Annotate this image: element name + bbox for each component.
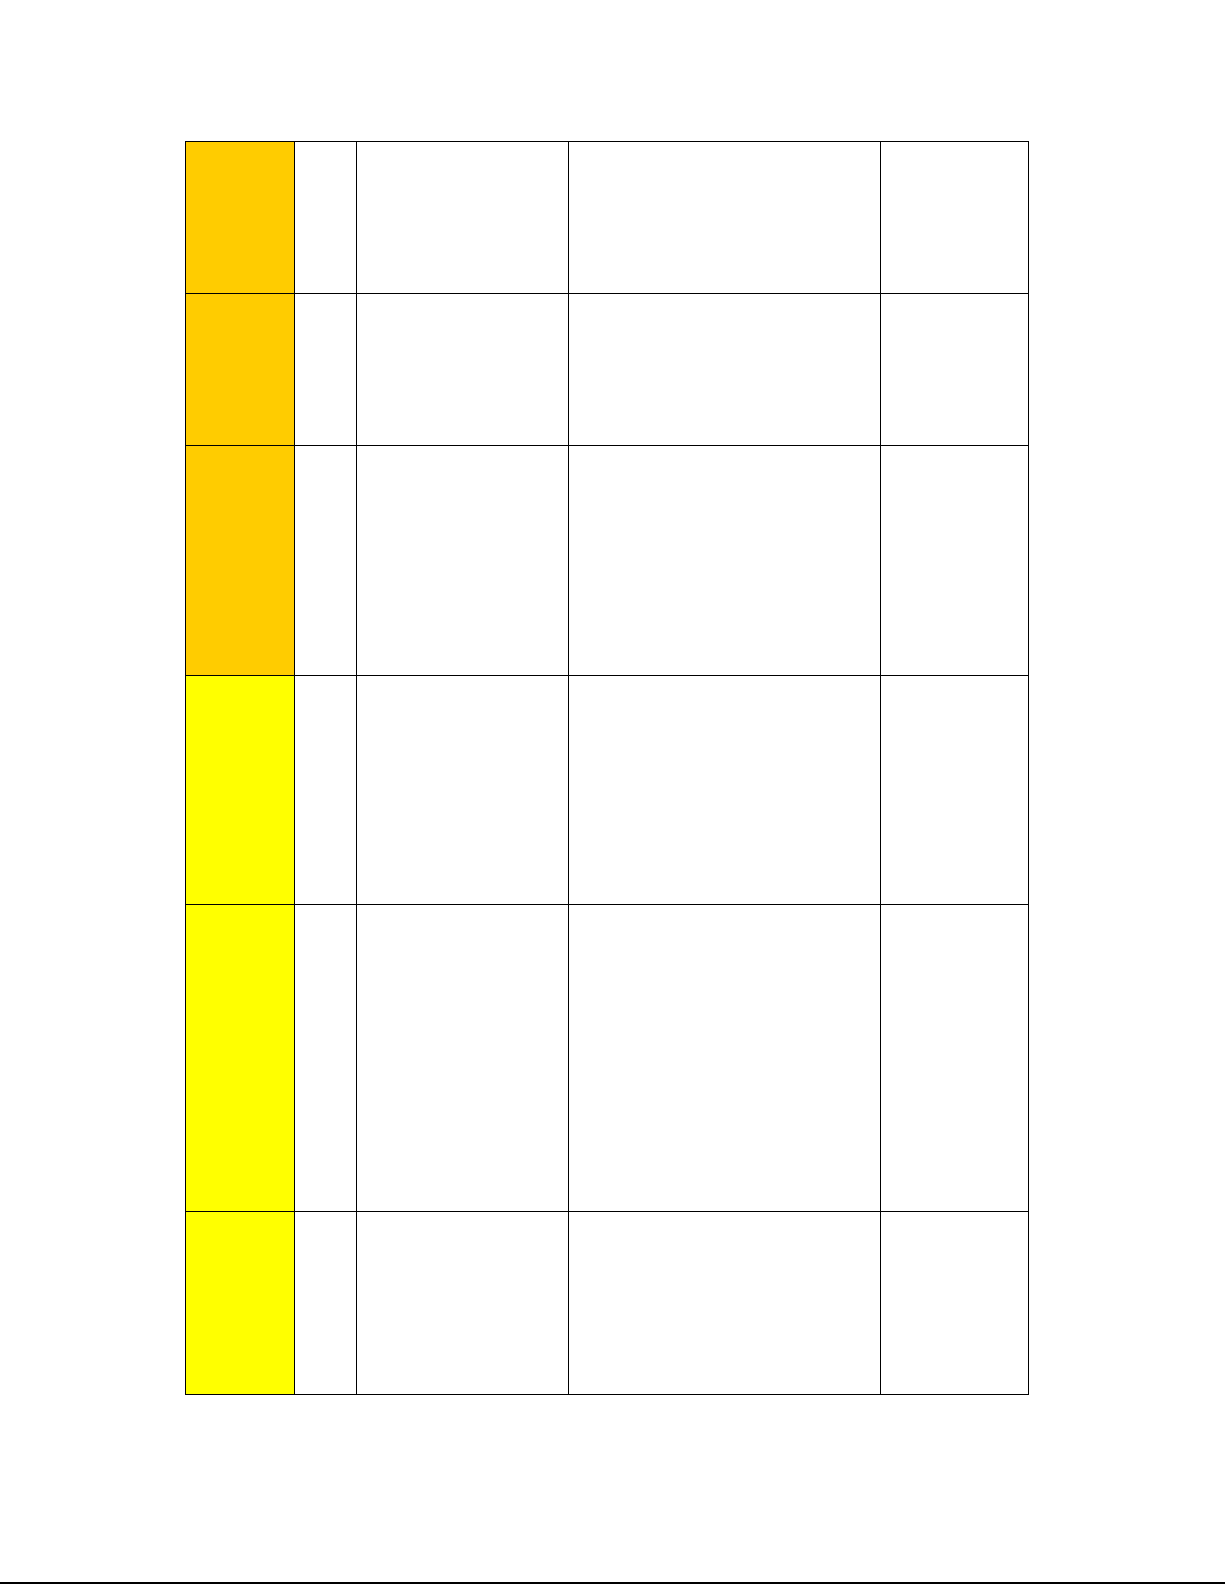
table-cell bbox=[294, 675, 357, 905]
table-cell bbox=[356, 1211, 569, 1395]
table-cell bbox=[568, 445, 881, 676]
table-cell bbox=[568, 1211, 881, 1395]
page-bottom-rule bbox=[0, 1582, 1225, 1584]
table-cell bbox=[356, 141, 569, 294]
table-cell bbox=[568, 904, 881, 1212]
table-cell bbox=[356, 445, 569, 676]
table-cell bbox=[568, 141, 881, 294]
table-row bbox=[185, 141, 1029, 294]
table-cell bbox=[294, 141, 357, 294]
color-marker-cell bbox=[185, 293, 295, 446]
table-row bbox=[185, 675, 1029, 905]
color-marker-cell bbox=[185, 141, 295, 294]
table-cell bbox=[880, 1211, 1029, 1395]
table-cell bbox=[356, 904, 569, 1212]
color-marker-cell bbox=[185, 445, 295, 676]
table-cell bbox=[294, 293, 357, 446]
table-cell bbox=[294, 445, 357, 676]
table-cell bbox=[356, 293, 569, 446]
table-cell bbox=[880, 293, 1029, 446]
table-row bbox=[185, 445, 1029, 676]
table-cell bbox=[568, 293, 881, 446]
table-cell bbox=[880, 675, 1029, 905]
table-cell bbox=[880, 445, 1029, 676]
color-marker-cell bbox=[185, 904, 295, 1212]
table-cell bbox=[880, 904, 1029, 1212]
table-cell bbox=[880, 141, 1029, 294]
table-cell bbox=[294, 1211, 357, 1395]
document-table bbox=[185, 141, 1029, 1395]
table-cell bbox=[294, 904, 357, 1212]
color-marker-cell bbox=[185, 1211, 295, 1395]
table-row bbox=[185, 1211, 1029, 1395]
table-cell bbox=[356, 675, 569, 905]
table-row bbox=[185, 904, 1029, 1212]
color-marker-cell bbox=[185, 675, 295, 905]
table-cell bbox=[568, 675, 881, 905]
table-row bbox=[185, 293, 1029, 446]
